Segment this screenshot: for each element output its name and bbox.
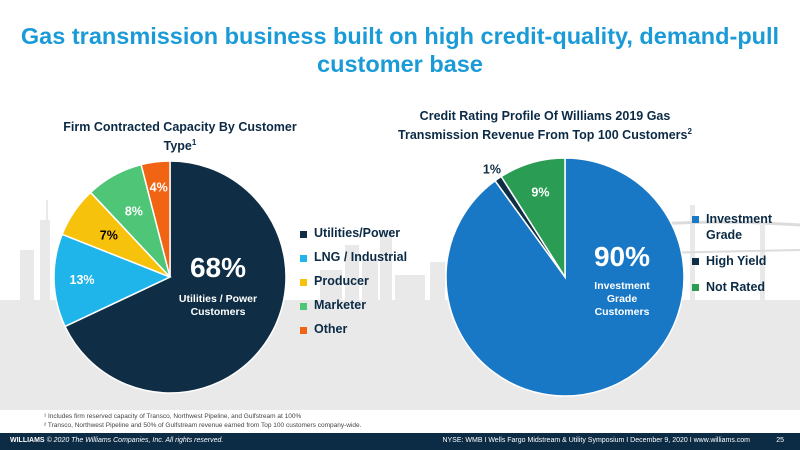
chart2-center-caption: Grade xyxy=(607,293,638,305)
chart1-slice-other xyxy=(140,160,171,278)
footer-brand: WILLIAMS xyxy=(10,437,45,444)
chart1-data-label: 13% xyxy=(70,273,95,287)
legend-label: Investment Grade xyxy=(706,212,772,242)
chart1-data-label: 4% xyxy=(150,181,168,195)
chart1-title-footnote: 1 xyxy=(191,138,197,147)
footer-copyright: © 2020 The Williams Companies, Inc. All … xyxy=(46,437,224,444)
chart2-data-label: 9% xyxy=(531,185,549,199)
legend-swatch xyxy=(692,284,699,291)
legend-item: LNG / Industrial xyxy=(300,250,407,274)
chart2-title: Credit Rating Profile Of Williams 2019 G… xyxy=(380,108,710,143)
footer-left: WILLIAMS © 2020 The Williams Companies, … xyxy=(10,437,223,444)
legend-swatch xyxy=(300,255,307,262)
legend-swatch xyxy=(692,216,699,223)
chart1-data-label: 7% xyxy=(100,228,118,242)
chart1-title-text: Firm Contracted Capacity By Customer Typ… xyxy=(63,120,297,154)
footnote-2: ² Transco, Northwest Pipeline and 50% of… xyxy=(44,422,362,429)
legend-item: High Yield xyxy=(692,253,796,269)
page-number: 25 xyxy=(776,437,784,444)
chart2-center-value: 90% xyxy=(594,241,650,272)
footnote-1: ¹ Includes firm reserved capacity of Tra… xyxy=(44,413,302,420)
page-title: Gas transmission business built on high … xyxy=(20,23,780,77)
legend-label: High Yield xyxy=(706,254,767,268)
legend-swatch xyxy=(300,231,307,238)
chart1-slice-utilities-power xyxy=(64,160,287,394)
legend-label: Not Rated xyxy=(706,280,766,294)
legend-item: Utilities/Power xyxy=(300,226,407,250)
chart2-legend: Investment Grade High Yield Not Rated xyxy=(692,211,796,305)
chart1-legend: Utilities/Power LNG / Industrial Producer M… xyxy=(300,226,407,346)
chart1-data-label: 8% xyxy=(125,204,143,218)
chart1-title: Firm Contracted Capacity By Customer Typ… xyxy=(60,119,300,154)
legend-label: Producer xyxy=(314,274,369,288)
chart1-center-caption: Utilities / Power xyxy=(179,293,257,305)
chart2-title-footnote: 2 xyxy=(687,127,692,136)
chart2-center-caption: Investment xyxy=(594,280,650,292)
legend-item: Marketer xyxy=(300,298,407,322)
legend-label: Other xyxy=(314,322,348,336)
chart1-center-value: 68% xyxy=(190,252,246,283)
legend-swatch xyxy=(692,258,699,265)
legend-label: Marketer xyxy=(314,298,367,312)
legend-swatch xyxy=(300,279,307,286)
chart2-data-label: 1% xyxy=(483,162,501,176)
footer-bar: WILLIAMS © 2020 The Williams Companies, … xyxy=(0,433,800,450)
chart1-center-caption: Customers xyxy=(191,306,246,318)
footer-event-info: NYSE: WMB I Wells Fargo Midstream & Util… xyxy=(442,437,750,444)
legend-label: LNG / Industrial xyxy=(314,250,408,264)
legend-label: Utilities/Power xyxy=(314,226,401,240)
legend-item: Producer xyxy=(300,274,407,298)
legend-item: Investment Grade xyxy=(692,211,796,243)
legend-swatch xyxy=(300,327,307,334)
legend-item: Other xyxy=(300,322,407,346)
chart2-center-caption: Customers xyxy=(595,306,650,318)
legend-item: Not Rated xyxy=(692,279,796,295)
chart2-title-text: Credit Rating Profile Of Williams 2019 G… xyxy=(398,109,688,143)
legend-swatch xyxy=(300,303,307,310)
chart2-slice-not-rated xyxy=(500,157,566,280)
chart1-slice-lng-industrial xyxy=(53,233,172,328)
